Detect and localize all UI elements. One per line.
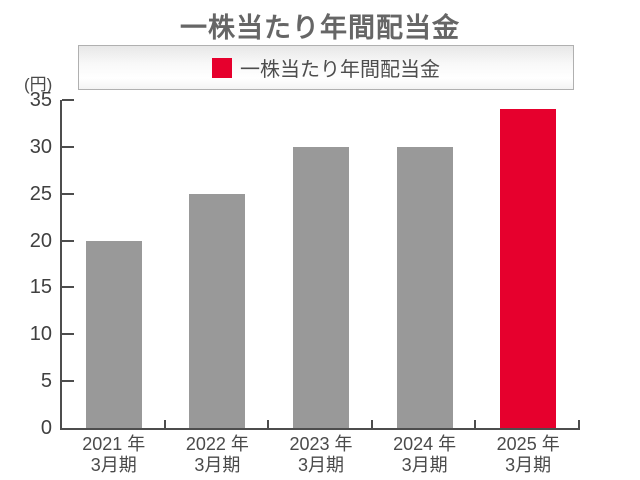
bar-2025年 (500, 109, 557, 428)
y-tick-label: 10 (29, 323, 52, 346)
legend: 一株当たり年間配当金 (78, 45, 574, 90)
plot-area: 0 5 10 15 20 25 30 35 2021 年 3月期 2022 年 3月期 2023 年 3月… (30, 89, 580, 475)
y-tick-label: 5 (40, 370, 52, 393)
x-tick-mark (267, 420, 270, 428)
y-tick-mark (62, 192, 74, 195)
x-category-label: 2025 年 3月期 (496, 434, 560, 475)
y-tick-label: 30 (29, 135, 52, 158)
y-tick-mark (62, 286, 74, 289)
chart-title: 一株当たり年間配当金 (180, 13, 460, 43)
x-tick-mark (163, 420, 166, 428)
x-category-label: 2021 年 3月期 (82, 434, 146, 475)
x-tick-mark (578, 420, 580, 428)
x-tick-mark (474, 420, 477, 428)
x-tick-mark (370, 420, 373, 428)
y-tick-label: 35 (29, 89, 52, 111)
y-tick-mark (62, 380, 74, 383)
y-tick-label: 20 (29, 229, 52, 252)
y-axis-unit-label: (円) (24, 75, 53, 94)
bar-2021年 (85, 240, 142, 428)
y-tick-label: 0 (40, 417, 52, 439)
y-tick-mark (62, 145, 74, 148)
legend-label: 一株当たり年間配当金 (240, 59, 440, 81)
bar-2024年 (396, 146, 453, 428)
y-tick-mark (62, 99, 74, 101)
y-tick-mark (62, 239, 74, 242)
y-tick-mark (62, 333, 74, 336)
y-tick-label: 25 (29, 182, 52, 205)
x-category-label: 2024 年 3月期 (393, 434, 457, 475)
bar-2023年 (293, 146, 349, 428)
x-category-label: 2023 年 3月期 (289, 434, 353, 475)
x-category-label: 2022 年 3月期 (185, 434, 249, 475)
bar-2022年 (189, 193, 246, 428)
legend-swatch-icon (212, 57, 232, 78)
y-tick-label: 15 (29, 276, 52, 299)
